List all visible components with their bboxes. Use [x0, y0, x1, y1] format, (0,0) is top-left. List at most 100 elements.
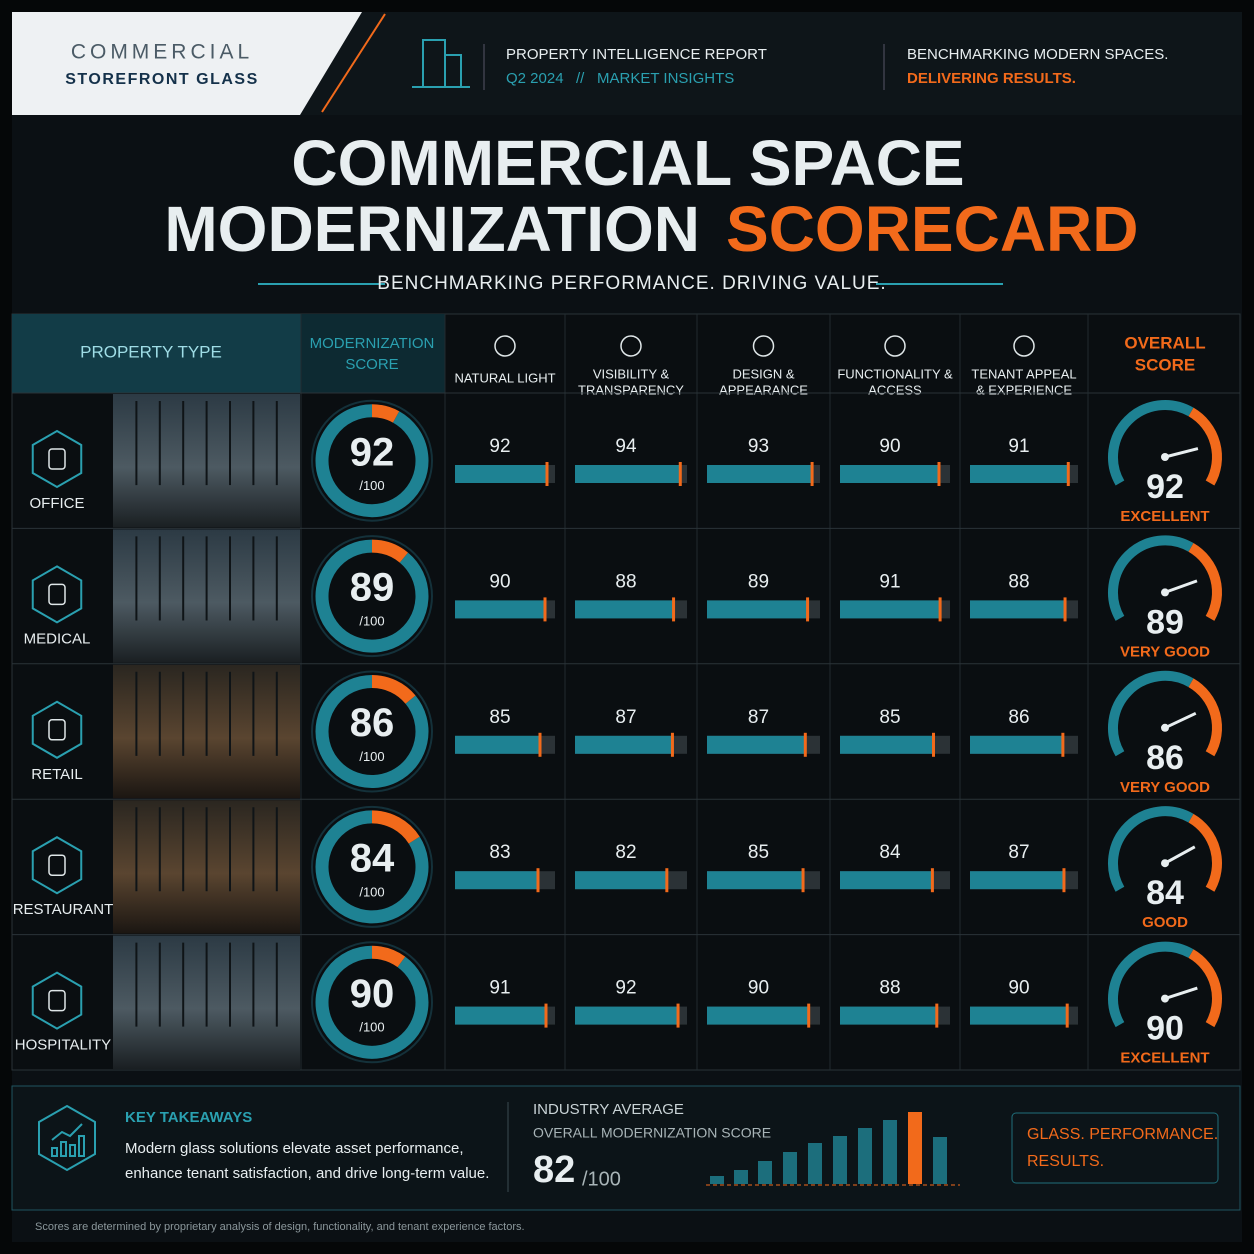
callout: GLASS. PERFORMANCE. [1027, 1126, 1218, 1143]
gauge-arc [1188, 543, 1222, 621]
gauge-arc [1108, 941, 1194, 1028]
gauge-needle [1164, 711, 1197, 730]
metric-value: 88 [1008, 571, 1029, 592]
property-name: RETAIL [31, 766, 82, 783]
column-header: ACCESS [868, 382, 922, 397]
score-value: 89 [350, 566, 395, 610]
title-accent: SCORECARD [726, 193, 1138, 265]
gauge-arc [1188, 678, 1222, 757]
metric-value: 82 [615, 842, 636, 863]
metric-bar [455, 871, 538, 890]
property-name: OFFICE [30, 495, 85, 512]
overall-value: 90 [1146, 1010, 1184, 1048]
industry-suffix: /100 [582, 1168, 621, 1190]
metric-value: 89 [748, 571, 769, 592]
overall-value: 92 [1146, 468, 1184, 506]
metric-value: 85 [489, 707, 510, 728]
column-header: MODERNIZATION [310, 335, 435, 352]
tagline: DELIVERING RESULTS. [907, 70, 1076, 87]
gauge-arc [1108, 400, 1194, 486]
metric-bar [840, 1006, 937, 1025]
overall-value: 84 [1146, 874, 1184, 912]
metric-value: 92 [615, 978, 636, 999]
type-icon [48, 989, 66, 1012]
metric-value: 87 [615, 707, 636, 728]
metric-bar [970, 735, 1063, 754]
metric-value: 91 [1008, 436, 1029, 457]
metric-icon [494, 335, 516, 357]
score-suffix: /100 [359, 884, 384, 899]
ring-bg [311, 941, 433, 1064]
column-header: FUNCTIONALITY & [837, 366, 953, 381]
gauge-arc [1188, 407, 1222, 486]
metric-bar [575, 735, 673, 754]
score-ring [315, 404, 429, 518]
column-header: SCORE [1135, 355, 1195, 374]
score-ring [315, 675, 429, 788]
column-header: PROPERTY TYPE [80, 342, 222, 361]
rating: EXCELLENT [1120, 508, 1209, 525]
gauge-pivot [1161, 723, 1169, 732]
score-suffix: /100 [359, 478, 384, 493]
gauge-pivot [1161, 453, 1169, 461]
separator: // [576, 70, 585, 87]
column-header: NATURAL LIGHT [454, 370, 555, 385]
metric-bar [455, 600, 545, 619]
type-icon [48, 448, 66, 470]
metric-bar [840, 871, 933, 890]
gauge-arc [1108, 670, 1194, 757]
score-ring-rest [371, 945, 406, 968]
metric-bar [707, 600, 808, 619]
gauge-pivot [1161, 994, 1169, 1003]
metric-bar [707, 871, 804, 890]
rating: VERY GOOD [1120, 779, 1210, 796]
gauge-arc [1108, 806, 1194, 892]
score-value: 92 [350, 430, 395, 474]
gauge-needle [1164, 579, 1198, 594]
rating: VERY GOOD [1120, 643, 1210, 660]
score-ring-rest [371, 539, 409, 563]
title: MODERNIZATION [164, 193, 700, 265]
gauge-pivot [1161, 588, 1169, 597]
metric-value: 90 [1008, 978, 1029, 999]
metric-value: 91 [879, 571, 900, 592]
gauge-needle [1164, 986, 1198, 1001]
takeaways-text: enhance tenant satisfaction, and drive l… [125, 1165, 489, 1182]
decor-bars [710, 1112, 947, 1184]
metric-value: 84 [879, 842, 901, 863]
footer-panel [11, 1085, 1241, 1211]
ring-bg [311, 670, 433, 793]
metric-value: 93 [748, 436, 769, 457]
column-header: VISIBILITY & [593, 366, 670, 381]
metric-bar [970, 465, 1069, 483]
column-header: OVERALL [1124, 333, 1205, 352]
type-icon [48, 719, 66, 741]
score-ring-rest [371, 675, 416, 705]
industry-sub: OVERALL MODERNIZATION SCORE [533, 1125, 771, 1141]
takeaways-text: Modern glass solutions elevate asset per… [125, 1140, 464, 1157]
type-icon [31, 836, 83, 895]
metric-bar [455, 735, 540, 754]
metric-bar [575, 465, 681, 483]
report-title: PROPERTY INTELLIGENCE REPORT [506, 46, 767, 63]
metric-bar [970, 600, 1066, 619]
metric-icon [620, 335, 642, 357]
callout-box [1011, 1112, 1219, 1184]
industry-value: 82 [533, 1149, 575, 1191]
property-name: MEDICAL [24, 630, 91, 647]
metric-value: 88 [615, 571, 636, 592]
score-suffix: /100 [359, 1020, 384, 1035]
metric-value: 90 [489, 571, 510, 592]
metric-bar [707, 735, 806, 754]
property-name: RESTAURANT [13, 901, 114, 918]
metric-value: 90 [879, 436, 900, 457]
footnote: Scores are determined by proprietary ana… [35, 1221, 525, 1233]
score-value: 84 [350, 836, 395, 880]
brand: COMMERCIAL [71, 41, 253, 64]
overall-value: 89 [1146, 603, 1184, 641]
score-value: 90 [350, 972, 395, 1016]
metric-bar [707, 1006, 809, 1025]
chart-icon [38, 1104, 96, 1172]
metric-bar [707, 465, 813, 483]
